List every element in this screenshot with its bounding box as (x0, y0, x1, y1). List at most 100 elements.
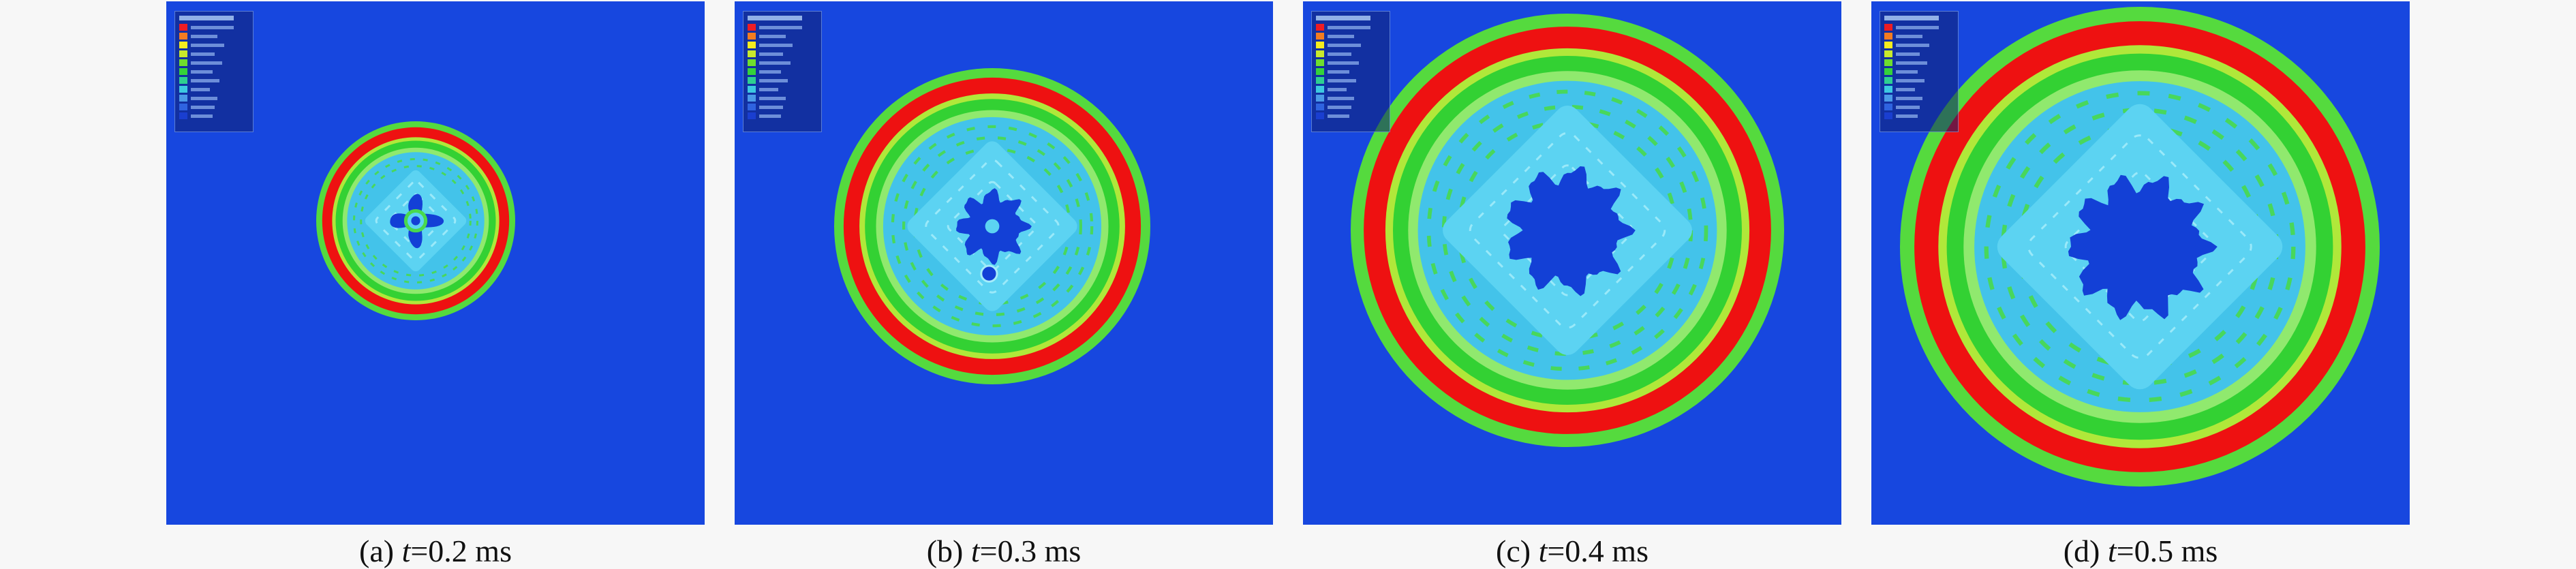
legend-value-bar (191, 70, 213, 74)
panel-caption: (b) t=0.3 ms (735, 533, 1273, 569)
legend-value-bar (759, 114, 781, 118)
legend-value-bar (1896, 43, 1929, 47)
legend-value-bar (191, 25, 234, 29)
legend-value-bar (1896, 34, 1922, 38)
legend-value-bar (1896, 25, 1939, 29)
legend-row (1316, 59, 1385, 66)
legend-color-swatch (1316, 95, 1324, 102)
legend-color-swatch (1884, 68, 1892, 75)
legend-value-bar (191, 78, 219, 82)
legend-value-bar (1328, 114, 1349, 118)
legend-color-swatch (748, 50, 756, 57)
legend-row (1884, 86, 1954, 93)
legend-row (748, 104, 817, 110)
legend-color-swatch (1884, 50, 1892, 57)
legend-row (179, 42, 249, 48)
legend-value-bar (759, 34, 786, 38)
legend-color-swatch (1884, 86, 1892, 93)
legend-color-swatch (179, 95, 187, 102)
legend-row (179, 112, 249, 119)
legend-color-swatch (1884, 42, 1892, 48)
legend-color-swatch (179, 24, 187, 31)
legend-row (1316, 68, 1385, 75)
legend-value-bar (1328, 96, 1354, 100)
legend-value-bar (1896, 105, 1920, 109)
legend-value-bar (1328, 34, 1354, 38)
panel-caption: (a) t=0.2 ms (166, 533, 705, 569)
caption-label: (b) (926, 534, 971, 568)
legend-title (1884, 16, 1939, 20)
legend-color-swatch (179, 50, 187, 57)
legend-color-swatch (179, 33, 187, 40)
legend-color-swatch (1316, 77, 1324, 84)
legend-row (179, 24, 249, 31)
legend-row (748, 50, 817, 57)
legend-row (748, 42, 817, 48)
legend-row (1884, 33, 1954, 40)
legend-value-bar (191, 87, 210, 91)
legend-row (1316, 50, 1385, 57)
legend-rows (748, 24, 817, 129)
legend-color-swatch (1316, 42, 1324, 48)
panel-caption: (c) t=0.4 ms (1303, 533, 1841, 569)
legend-color-swatch (748, 33, 756, 40)
panel-svg (316, 121, 515, 320)
caption-variable: t (401, 534, 411, 568)
legend-color-swatch (748, 95, 756, 102)
legend-row (1316, 112, 1385, 119)
legend-color-swatch (1884, 59, 1892, 66)
legend-row (1884, 68, 1954, 75)
legend-value-bar (1896, 114, 1918, 118)
legend-row (179, 59, 249, 66)
legend-row (1316, 42, 1385, 48)
legend-value-bar (759, 87, 778, 91)
legend-rows (1884, 24, 1954, 129)
legend (1880, 11, 1959, 132)
legend-rows (1316, 24, 1385, 129)
legend-color-swatch (748, 42, 756, 48)
legend-row (179, 33, 249, 40)
legend-row (1884, 24, 1954, 31)
caption-variable: t (1538, 534, 1548, 568)
panel-d-plot (1871, 1, 2410, 525)
legend-row (179, 77, 249, 84)
legend-value-bar (1328, 78, 1356, 82)
caption-variable: t (970, 534, 980, 568)
legend-color-swatch (179, 59, 187, 66)
legend-color-swatch (1884, 95, 1892, 102)
legend-row (179, 95, 249, 102)
caption-label: (d) (2063, 534, 2108, 568)
legend-row (1884, 104, 1954, 110)
caption-value: =0.5 ms (2116, 534, 2218, 568)
legend-value-bar (191, 105, 215, 109)
panel-svg (1900, 7, 2380, 487)
legend-row (179, 68, 249, 75)
panel-svg (834, 68, 1150, 384)
panel-b-plot (735, 1, 1273, 525)
legend (1311, 11, 1390, 132)
legend-row (748, 24, 817, 31)
legend-value-bar (1328, 70, 1349, 74)
caption-value: =0.3 ms (979, 534, 1082, 568)
legend-color-swatch (1316, 86, 1324, 93)
legend-color-swatch (1884, 77, 1892, 84)
panel-a: (a) t=0.2 ms (166, 1, 705, 569)
legend-color-swatch (179, 104, 187, 110)
caption-value: =0.2 ms (410, 534, 512, 568)
panel-c-plot (1303, 1, 1841, 525)
legend-title (179, 16, 234, 20)
legend-row (179, 50, 249, 57)
legend-value-bar (1896, 61, 1927, 65)
legend-color-swatch (748, 104, 756, 110)
legend-value-bar (759, 78, 788, 82)
legend-color-swatch (1316, 59, 1324, 66)
legend-row (1884, 42, 1954, 48)
legend-color-swatch (748, 68, 756, 75)
legend-value-bar (191, 52, 215, 56)
legend-value-bar (759, 43, 793, 47)
legend-color-swatch (1316, 112, 1324, 119)
legend-value-bar (1328, 105, 1351, 109)
legend-row (748, 59, 817, 66)
legend-title (1316, 16, 1370, 20)
